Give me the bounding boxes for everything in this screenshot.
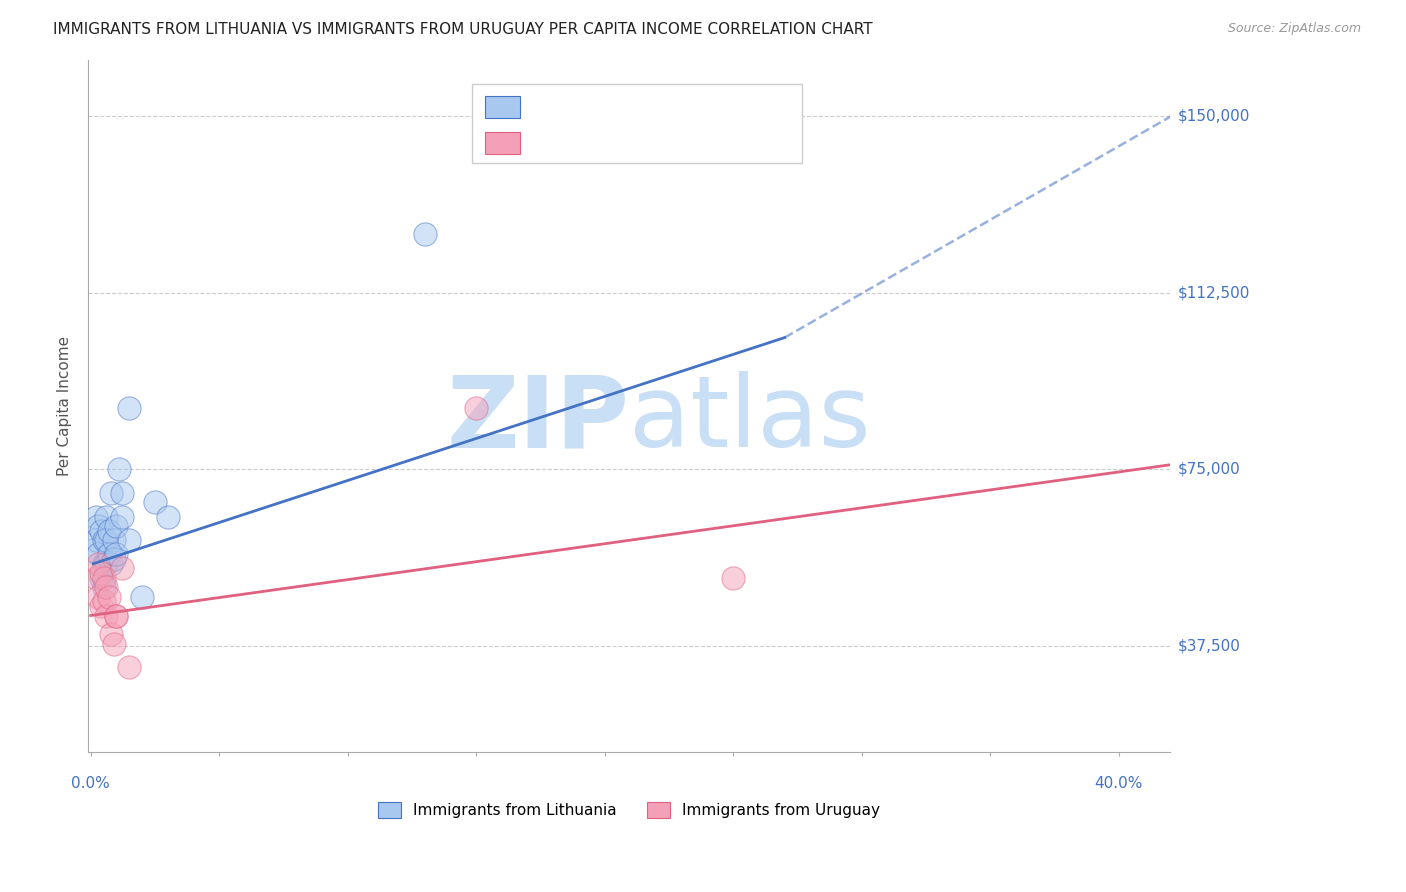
Point [82, 542, 104, 557]
Point [723, 571, 745, 585]
Text: Source: ZipAtlas.com: Source: ZipAtlas.com [1227, 22, 1361, 36]
FancyBboxPatch shape [472, 84, 803, 163]
Point [84, 533, 107, 548]
Point [105, 608, 128, 623]
Text: atlas: atlas [630, 371, 870, 468]
Point [94, 509, 117, 524]
Point [103, 533, 125, 548]
Point [90, 571, 112, 585]
Point [105, 608, 128, 623]
Point [94, 557, 117, 571]
Point [105, 519, 128, 533]
Point [93, 533, 115, 548]
Point [93, 594, 115, 608]
Point [143, 495, 166, 509]
Point [100, 627, 122, 641]
Text: $150,000: $150,000 [1178, 109, 1250, 124]
Text: $112,500: $112,500 [1178, 285, 1250, 301]
Point [118, 660, 141, 674]
Point [84, 571, 107, 585]
Point [94, 580, 117, 594]
Point [118, 401, 141, 416]
Point [87, 547, 110, 561]
Point [87, 519, 110, 533]
Point [110, 561, 132, 575]
Point [465, 401, 488, 416]
Point [413, 227, 436, 241]
Point [94, 608, 117, 623]
Point [100, 486, 122, 500]
Text: R = 0.609   N = 30: R = 0.609 N = 30 [533, 97, 718, 116]
Point [110, 509, 132, 524]
Legend: Immigrants from Lithuania, Immigrants from Uruguay: Immigrants from Lithuania, Immigrants fr… [371, 796, 887, 824]
Point [94, 533, 117, 548]
Text: $75,000: $75,000 [1178, 462, 1240, 477]
Point [97, 547, 120, 561]
Point [108, 462, 131, 476]
Point [93, 557, 115, 571]
Point [87, 590, 110, 604]
Text: 40.0%: 40.0% [1095, 776, 1143, 790]
Point [103, 637, 125, 651]
Point [103, 552, 125, 566]
Point [97, 524, 120, 538]
Point [110, 486, 132, 500]
Point [105, 547, 128, 561]
Text: IMMIGRANTS FROM LITHUANIA VS IMMIGRANTS FROM URUGUAY PER CAPITA INCOME CORRELATI: IMMIGRANTS FROM LITHUANIA VS IMMIGRANTS … [53, 22, 873, 37]
Point [93, 580, 115, 594]
Bar [485, 95, 520, 118]
Point [84, 509, 107, 524]
Point [87, 557, 110, 571]
Point [90, 524, 112, 538]
Point [90, 599, 112, 613]
Y-axis label: Per Capita Income: Per Capita Income [58, 335, 72, 476]
Point [93, 571, 115, 585]
Point [131, 590, 153, 604]
Text: ZIP: ZIP [446, 371, 630, 468]
Point [100, 557, 122, 571]
Point [97, 590, 120, 604]
Bar [485, 132, 520, 153]
Text: $37,500: $37,500 [1178, 639, 1241, 654]
Point [118, 533, 141, 548]
Point [90, 566, 112, 581]
Text: R = 0.534   N = 18: R = 0.534 N = 18 [533, 133, 718, 153]
Point [156, 509, 179, 524]
Text: 0.0%: 0.0% [72, 776, 110, 790]
